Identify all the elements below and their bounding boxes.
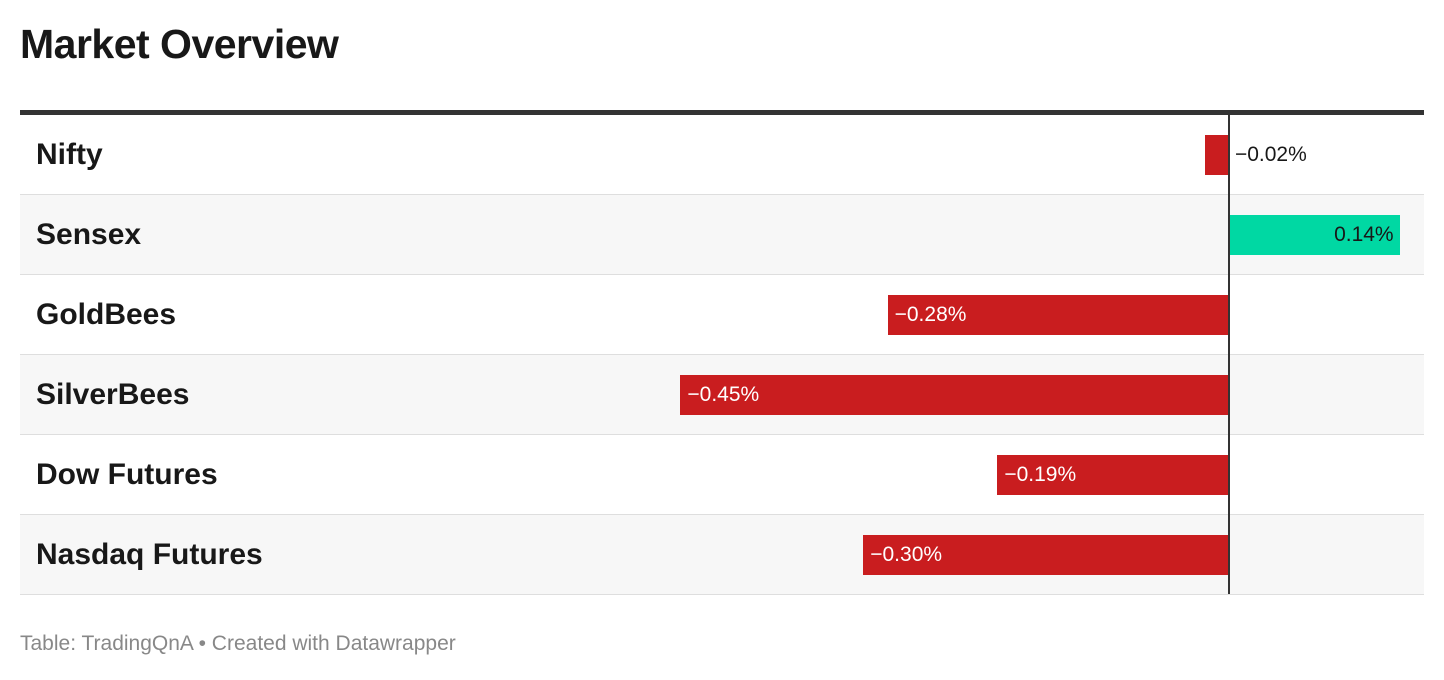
bar-value-label: −0.30%: [870, 542, 943, 566]
bar-area: −0.28%: [400, 275, 1424, 354]
bar: [1204, 135, 1229, 175]
bar-area: −0.02%: [400, 115, 1424, 194]
bar: [997, 455, 1229, 495]
bar-area: −0.30%: [400, 515, 1424, 594]
bar: [680, 375, 1229, 415]
bar-value-label: −0.19%: [1004, 462, 1077, 486]
row-label: Nasdaq Futures: [36, 537, 263, 571]
table-row: GoldBees −0.28%: [20, 275, 1424, 355]
bar-area: −0.45%: [400, 355, 1424, 434]
row-label: Dow Futures: [36, 457, 218, 491]
row-label: GoldBees: [36, 297, 177, 331]
table-row: Sensex 0.14%: [20, 195, 1424, 275]
bar-area: 0.14%: [400, 195, 1424, 274]
bar: [887, 295, 1229, 335]
bar-value-label: −0.45%: [687, 382, 760, 406]
bar-value-label: −0.02%: [1234, 142, 1307, 166]
row-label: Nifty: [36, 137, 103, 171]
bar-area: −0.19%: [400, 435, 1424, 514]
bar: [1228, 215, 1400, 255]
row-label: Sensex: [36, 217, 142, 251]
table-row: Nifty −0.02%: [20, 115, 1424, 195]
chart-title: Market Overview: [20, 21, 339, 67]
table-row: SilverBees −0.45%: [20, 355, 1424, 435]
source-credit: Table: TradingQnA • Created with Datawra…: [20, 632, 456, 655]
bar-value-label: −0.28%: [894, 302, 967, 326]
table-row: Nasdaq Futures −0.30%: [20, 515, 1424, 595]
row-label: SilverBees: [36, 377, 190, 411]
bar: [863, 535, 1229, 575]
bar-value-label: 0.14%: [1334, 222, 1394, 246]
table-row: Dow Futures −0.19%: [20, 435, 1424, 515]
bar-table: Nifty −0.02% Sensex 0.14% GoldBees −0.28% Silv…: [20, 110, 1424, 595]
